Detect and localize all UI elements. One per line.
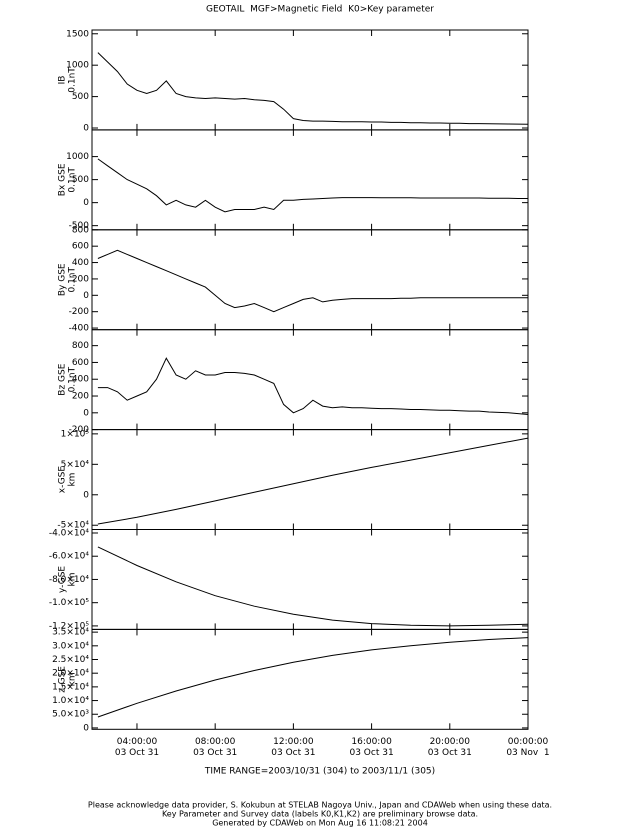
y-tick-label: 1.5×10⁴	[52, 682, 89, 692]
panel-frame	[91, 229, 529, 331]
panel-frame	[91, 628, 529, 730]
y-tick-label: 1.0×10⁴	[52, 696, 89, 706]
data-line	[97, 357, 529, 415]
y-tick-label: -1.0×10⁵	[49, 598, 90, 608]
panel-frame	[91, 29, 529, 131]
x-tick-date: 03 Oct 31	[349, 748, 393, 758]
y-axis-label: km	[68, 572, 78, 586]
y-tick-label: 2.0×10⁴	[52, 669, 89, 679]
y-tick-label: 3.5×10⁴	[52, 628, 89, 638]
y-tick-label: 200	[72, 274, 89, 284]
x-tick-label: 08:00:00	[195, 737, 236, 747]
y-tick-label: 5×10⁴	[61, 460, 90, 470]
y-tick-label: 0	[83, 198, 89, 208]
y-tick-label: 600	[72, 358, 89, 368]
x-tick-label: 20:00:00	[430, 737, 471, 747]
data-line	[97, 437, 529, 525]
data-line	[97, 637, 529, 718]
y-tick-label: 1000	[66, 61, 89, 71]
x-tick-label: 12:00:00	[273, 737, 314, 747]
footer-line: Key Parameter and Survey data (labels K0…	[162, 810, 478, 819]
y-tick-label: 1500	[66, 29, 89, 39]
x-tick-date: 03 Nov 1	[506, 748, 549, 758]
x-tick-label: 00:00:00	[508, 737, 549, 747]
y-tick-label: 600	[72, 242, 89, 252]
y-axis-label: IB	[58, 76, 68, 85]
y-tick-label: 200	[72, 392, 89, 402]
x-tick-label: 04:00:00	[117, 737, 158, 747]
y-axis-label: 0.1nT	[68, 67, 78, 93]
y-tick-label: -400	[69, 324, 90, 334]
y-axis-label: Bx GSE	[58, 163, 68, 196]
panel-frame	[91, 429, 529, 531]
y-tick-label: -4.0×10⁴	[49, 528, 90, 538]
y-axis-label: 0.1nT	[68, 167, 78, 193]
y-tick-label: 0	[83, 723, 89, 733]
y-tick-label: 3.0×10⁴	[52, 641, 89, 651]
y-tick-label: -5×10⁴	[57, 521, 89, 531]
footer-line: Please acknowledge data provider, S. Kok…	[88, 801, 552, 810]
y-axis-label: By GSE	[58, 263, 68, 296]
y-axis-label: km	[68, 672, 78, 686]
y-tick-label: 0	[83, 408, 89, 418]
y-tick-label: 500	[72, 92, 89, 102]
data-line	[97, 158, 528, 213]
y-tick-label: 0	[83, 124, 89, 134]
y-tick-label: 800	[72, 225, 89, 235]
chart-title: GEOTAIL MGF>Magnetic Field K0>Key parame…	[206, 5, 434, 15]
y-axis-label: x-GSE	[58, 466, 68, 494]
y-tick-label: 2.5×10⁴	[52, 655, 89, 665]
footer-line: Generated by CDAWeb on Mon Aug 16 11:08:…	[212, 819, 428, 828]
y-tick-label: 0	[83, 291, 89, 301]
x-tick-date: 03 Oct 31	[115, 748, 159, 758]
panel-frame	[91, 329, 529, 431]
panel-frame	[91, 129, 529, 231]
panel-frame	[91, 529, 529, 630]
y-tick-label: -8.0×10⁴	[49, 575, 90, 585]
data-line	[97, 546, 529, 627]
y-tick-label: 0	[83, 490, 89, 500]
y-axis-label: 0.1nT	[68, 366, 78, 392]
y-tick-label: 400	[72, 258, 89, 268]
data-line	[97, 52, 529, 125]
y-tick-label: -200	[69, 307, 90, 317]
time-range: TIME RANGE=2003/10/31 (304) to 2003/11/1…	[204, 767, 435, 777]
x-tick-date: 03 Oct 31	[271, 748, 315, 758]
y-axis-label: km	[68, 473, 78, 487]
y-tick-label: -200	[69, 425, 90, 435]
x-tick-label: 16:00:00	[351, 737, 392, 747]
x-tick-date: 03 Oct 31	[428, 748, 472, 758]
y-tick-label: -6.0×10⁴	[49, 552, 90, 562]
y-axis-label: y-GSE	[58, 566, 68, 593]
y-tick-label: -1.2×10⁵	[49, 621, 90, 631]
y-tick-label: 800	[72, 341, 89, 351]
y-tick-label: 1×10⁵	[61, 429, 90, 439]
y-tick-label: 5.0×10³	[52, 710, 89, 720]
y-tick-label: 500	[72, 175, 89, 185]
y-axis-label: z-GSE	[58, 666, 68, 693]
data-line	[97, 249, 528, 313]
y-tick-label: 1000	[66, 152, 89, 162]
y-tick-label: 400	[72, 375, 89, 385]
y-tick-label: -500	[69, 221, 90, 231]
x-tick-date: 03 Oct 31	[193, 748, 237, 758]
y-axis-label: 0.1nT	[68, 266, 78, 292]
y-axis-label: Bz GSE	[58, 363, 68, 395]
